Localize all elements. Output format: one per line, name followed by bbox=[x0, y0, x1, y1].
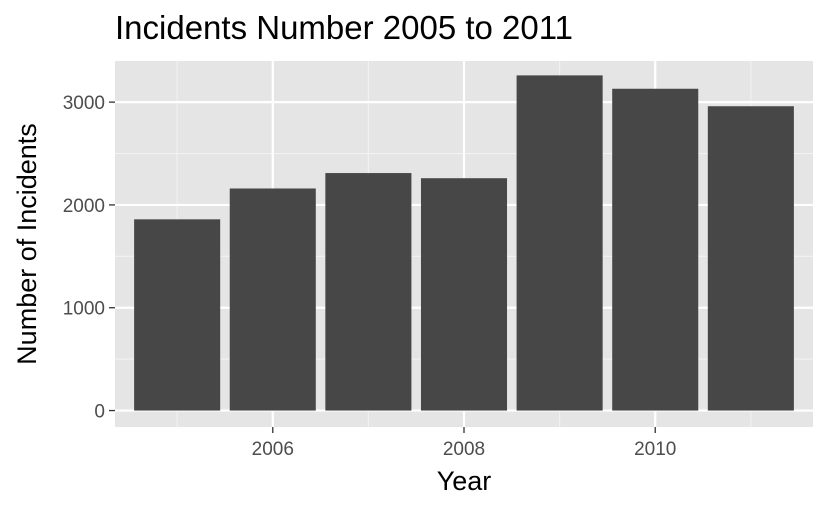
y-tick-label: 0 bbox=[94, 402, 105, 423]
x-tick-label: 2008 bbox=[443, 439, 485, 460]
bar-2008 bbox=[420, 178, 508, 411]
bar-2011 bbox=[707, 106, 794, 411]
bar-2009 bbox=[516, 75, 603, 411]
y-tick-label: 3000 bbox=[63, 93, 105, 114]
x-tick-label: 2006 bbox=[252, 439, 294, 460]
y-axis: 0 1000 2000 3000 bbox=[63, 93, 115, 423]
y-axis-title: Number of Incidents bbox=[12, 123, 42, 365]
bar-2006 bbox=[229, 188, 316, 411]
bars bbox=[134, 75, 794, 411]
x-tick-label: 2010 bbox=[634, 439, 676, 460]
x-axis: 2006 2008 2010 bbox=[252, 427, 676, 460]
y-tick-label: 1000 bbox=[63, 299, 105, 320]
y-tick-label: 2000 bbox=[63, 196, 105, 217]
bar-2005 bbox=[134, 219, 221, 411]
bar-2007 bbox=[325, 173, 412, 411]
chart-title: Incidents Number 2005 to 2011 bbox=[115, 9, 573, 46]
x-axis-title: Year bbox=[437, 466, 492, 496]
bar-2010 bbox=[612, 88, 699, 411]
